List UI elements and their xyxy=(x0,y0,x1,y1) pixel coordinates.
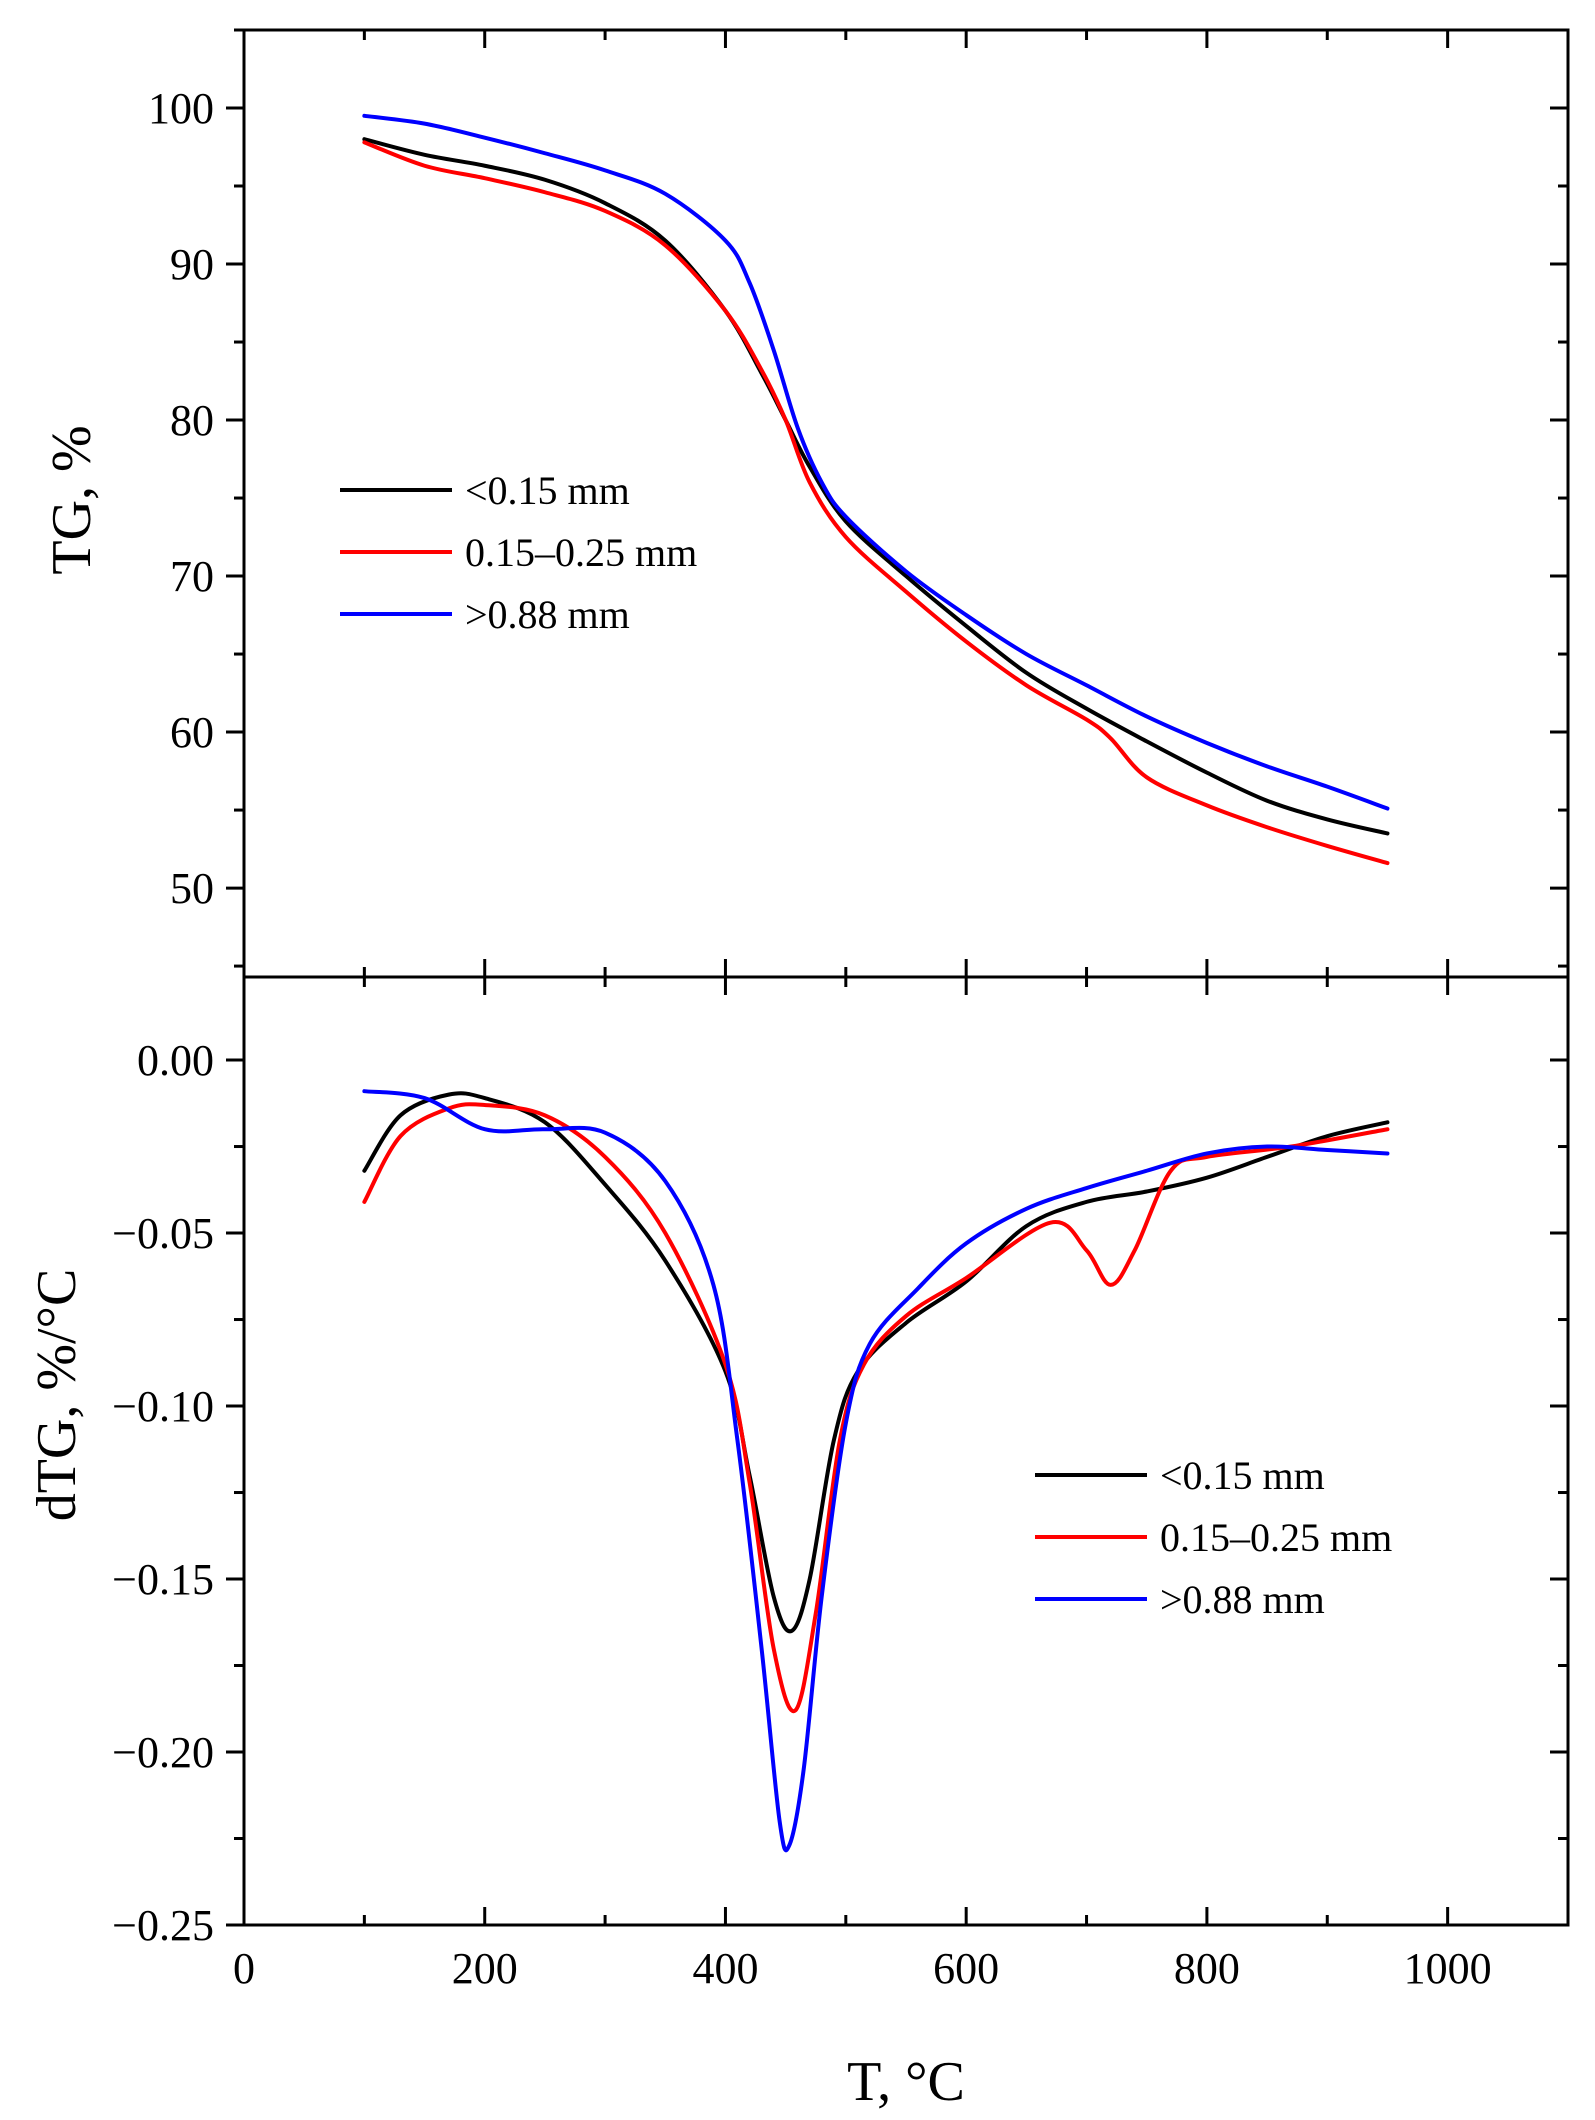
dtg-legend-label-2: >0.88 mm xyxy=(1160,1577,1325,1622)
x-tick-label: 1000 xyxy=(1404,1944,1492,1993)
dtg-series-line-2 xyxy=(362,1089,1390,1853)
dtg-series-line-0 xyxy=(362,1091,1390,1634)
dtg-legend-label-0: <0.15 mm xyxy=(1160,1453,1325,1498)
tg-y-tick-label: 80 xyxy=(170,396,214,445)
x-tick-label: 0 xyxy=(233,1944,255,1993)
x-tick-label: 600 xyxy=(933,1944,999,1993)
tg-legend-label-1: 0.15–0.25 mm xyxy=(465,530,697,575)
dtg-y-tick-label: −0.20 xyxy=(112,1728,214,1777)
dtg-legend: <0.15 mm 0.15–0.25 mm >0.88 mm xyxy=(1035,1453,1392,1622)
tg-legend-label-0: <0.15 mm xyxy=(465,468,630,513)
tg-y-axis-title: TG, % xyxy=(41,425,103,574)
tg-y-tick-label: 90 xyxy=(170,240,214,289)
dtg-y-tick-label: −0.25 xyxy=(112,1901,214,1950)
tg-plot-area: 50 60 70 80 90 100 <0.15 mm 0.15–0.25 mm >0.88 m… xyxy=(148,28,1570,979)
tg-legend: <0.15 mm 0.15–0.25 mm >0.88 mm xyxy=(340,468,697,637)
tg-panel: 50 60 70 80 90 100 <0.15 mm 0.15–0.25 mm >0.88 m… xyxy=(41,28,1570,979)
tg-y-tick-label: 50 xyxy=(170,864,214,913)
dtg-y-tick-label: 0.00 xyxy=(137,1036,214,1085)
x-tick-label: 400 xyxy=(692,1944,758,1993)
dtg-legend-label-1: 0.15–0.25 mm xyxy=(1160,1515,1392,1560)
dtg-plot-area: 0.00 −0.05 −0.10 −0.15 −0.20 −0.25 0 200 400 600 8… xyxy=(112,975,1570,1993)
dtg-y-tick-label: −0.05 xyxy=(112,1209,214,1258)
tg-series-line-1 xyxy=(362,140,1390,866)
dtg-plot-frame xyxy=(242,975,1570,1927)
dtg-y-tick-label: −0.15 xyxy=(112,1555,214,1604)
dtg-y-tick-label: −0.10 xyxy=(112,1382,214,1431)
x-axis-title: T, °C xyxy=(847,2051,965,2113)
x-tick-label: 800 xyxy=(1174,1944,1240,1993)
tg-legend-label-2: >0.88 mm xyxy=(465,592,630,637)
x-tick-label: 200 xyxy=(452,1944,518,1993)
dtg-panel: 0.00 −0.05 −0.10 −0.15 −0.20 −0.25 0 200 400 600 8… xyxy=(26,975,1570,1993)
tg-series-line-2 xyxy=(362,113,1390,811)
tg-y-tick-label: 100 xyxy=(148,84,214,133)
dtg-series-line-1 xyxy=(362,1102,1390,1714)
dtg-y-axis-title: dTG, %/°C xyxy=(26,1269,88,1522)
tg-y-tick-label: 60 xyxy=(170,708,214,757)
tg-y-tick-label: 70 xyxy=(170,552,214,601)
